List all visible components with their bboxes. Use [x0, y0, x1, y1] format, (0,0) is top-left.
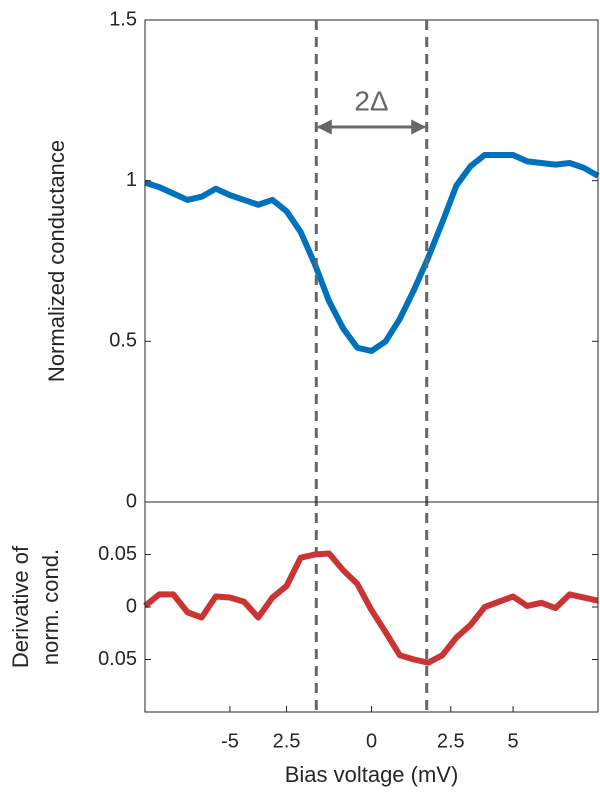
x-tick-label: 0: [366, 730, 377, 752]
y-tick-label: 0: [126, 595, 137, 617]
y-tick-label: 0.05: [98, 648, 137, 670]
y-axis-label: norm. cond.: [38, 549, 63, 665]
y-tick-label: 1.5: [109, 8, 137, 30]
data-line: [144, 151, 600, 354]
x-tick-label: 2.5: [437, 730, 465, 752]
y-tick-label: 0.05: [98, 543, 137, 565]
gap-annotation: 2Δ: [354, 85, 388, 116]
y-axis-label: Normalized conductance: [44, 140, 69, 382]
x-axis-label: Bias voltage (mV): [285, 762, 459, 787]
y-axis-label: Derivative of: [8, 545, 33, 668]
data-line: [143, 550, 599, 666]
y-tick-label: 0: [126, 490, 137, 512]
x-tick-label: 2.5: [273, 730, 301, 752]
x-tick-label: -5: [221, 730, 239, 752]
y-tick-label: 0.5: [109, 330, 137, 352]
x-tick-label: 5: [508, 730, 519, 752]
y-tick-label: 1: [126, 169, 137, 191]
